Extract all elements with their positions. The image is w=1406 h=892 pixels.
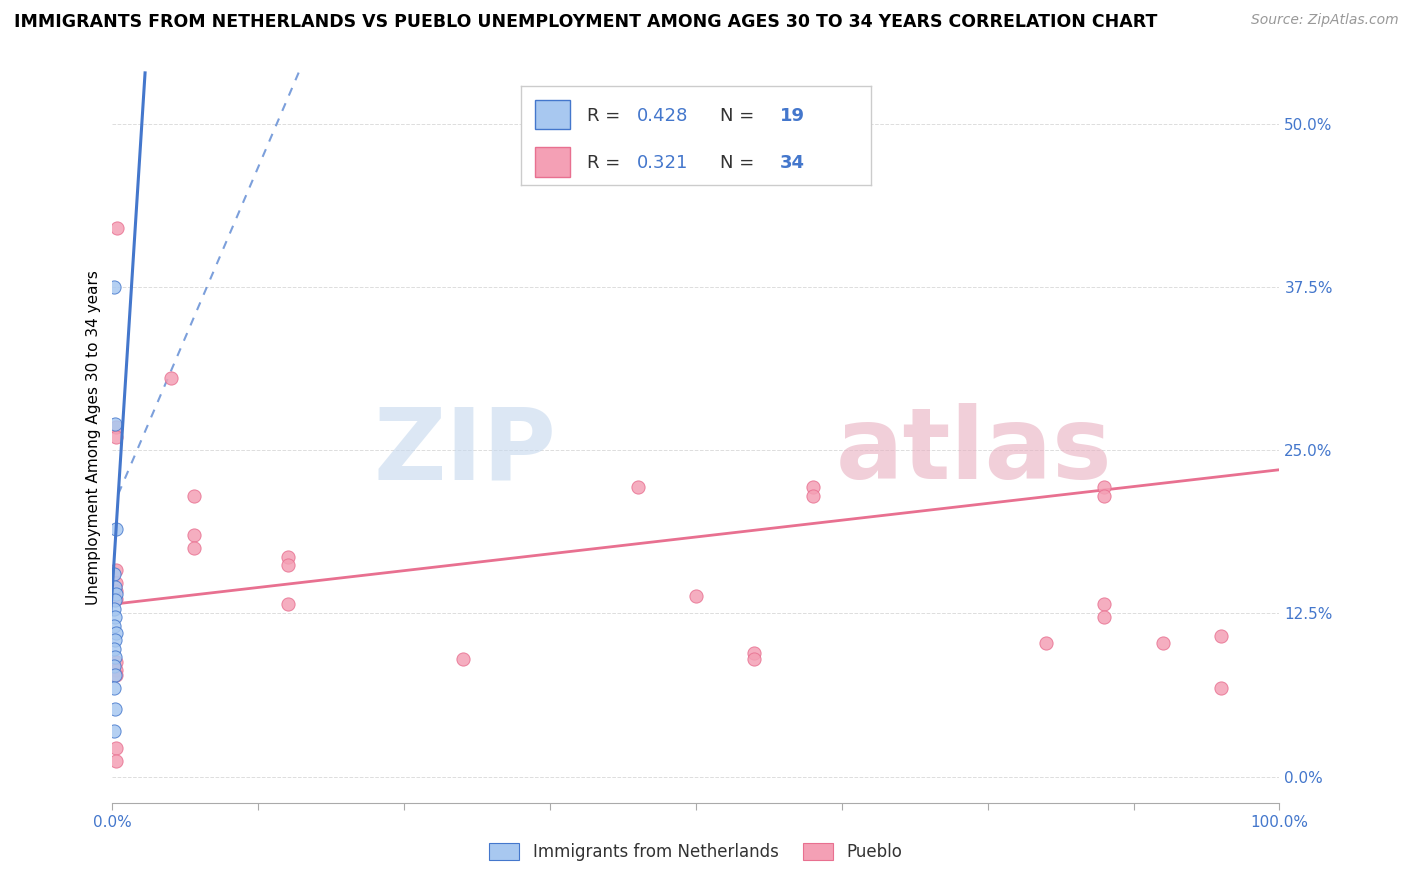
Point [104,563,127,577]
Point [1152,636,1174,650]
Point [276,558,298,573]
Y-axis label: Unemployment Among Ages 30 to 34 years: Unemployment Among Ages 30 to 34 years [86,269,101,605]
Point [104,655,127,669]
Point [183,489,205,503]
Point [104,702,127,716]
Point [627,480,650,494]
Point [104,593,127,607]
Point [451,652,474,666]
Point [104,649,127,664]
Point [104,419,127,434]
Point [104,740,127,755]
Point [104,667,127,682]
Point [1094,480,1116,494]
Point [104,580,127,594]
Point [103,280,125,294]
Point [1209,629,1232,643]
Point [1094,489,1116,503]
Point [105,221,128,235]
Point [104,754,127,768]
Text: Source: ZipAtlas.com: Source: ZipAtlas.com [1251,13,1399,28]
Point [104,584,127,599]
Point [103,567,125,582]
Point [1209,681,1232,695]
Text: IMMIGRANTS FROM NETHERLANDS VS PUEBLO UNEMPLOYMENT AMONG AGES 30 TO 34 YEARS COR: IMMIGRANTS FROM NETHERLANDS VS PUEBLO UN… [14,13,1157,31]
Point [1094,597,1116,611]
Point [103,619,125,633]
Legend: Immigrants from Netherlands, Pueblo: Immigrants from Netherlands, Pueblo [482,836,910,868]
Point [1094,610,1116,624]
Point [685,590,707,604]
Point [276,550,298,565]
Point [1035,636,1057,650]
Point [104,521,127,535]
Point [104,417,127,431]
Point [103,723,125,738]
Point [104,663,127,677]
Point [104,576,127,591]
Point [103,681,125,695]
Point [801,489,824,503]
Point [103,602,125,616]
Point [744,652,766,666]
Point [104,587,127,601]
Point [103,658,125,673]
Point [183,528,205,542]
Text: atlas: atlas [837,403,1112,500]
Point [104,610,127,624]
Point [104,626,127,640]
Point [744,646,766,660]
Point [104,430,127,444]
Point [103,641,125,656]
Point [104,632,127,647]
Point [276,597,298,611]
Point [104,667,127,682]
Point [801,480,824,494]
Point [104,592,127,607]
Point [183,541,205,555]
Text: ZIP: ZIP [373,403,555,500]
Point [160,371,183,385]
